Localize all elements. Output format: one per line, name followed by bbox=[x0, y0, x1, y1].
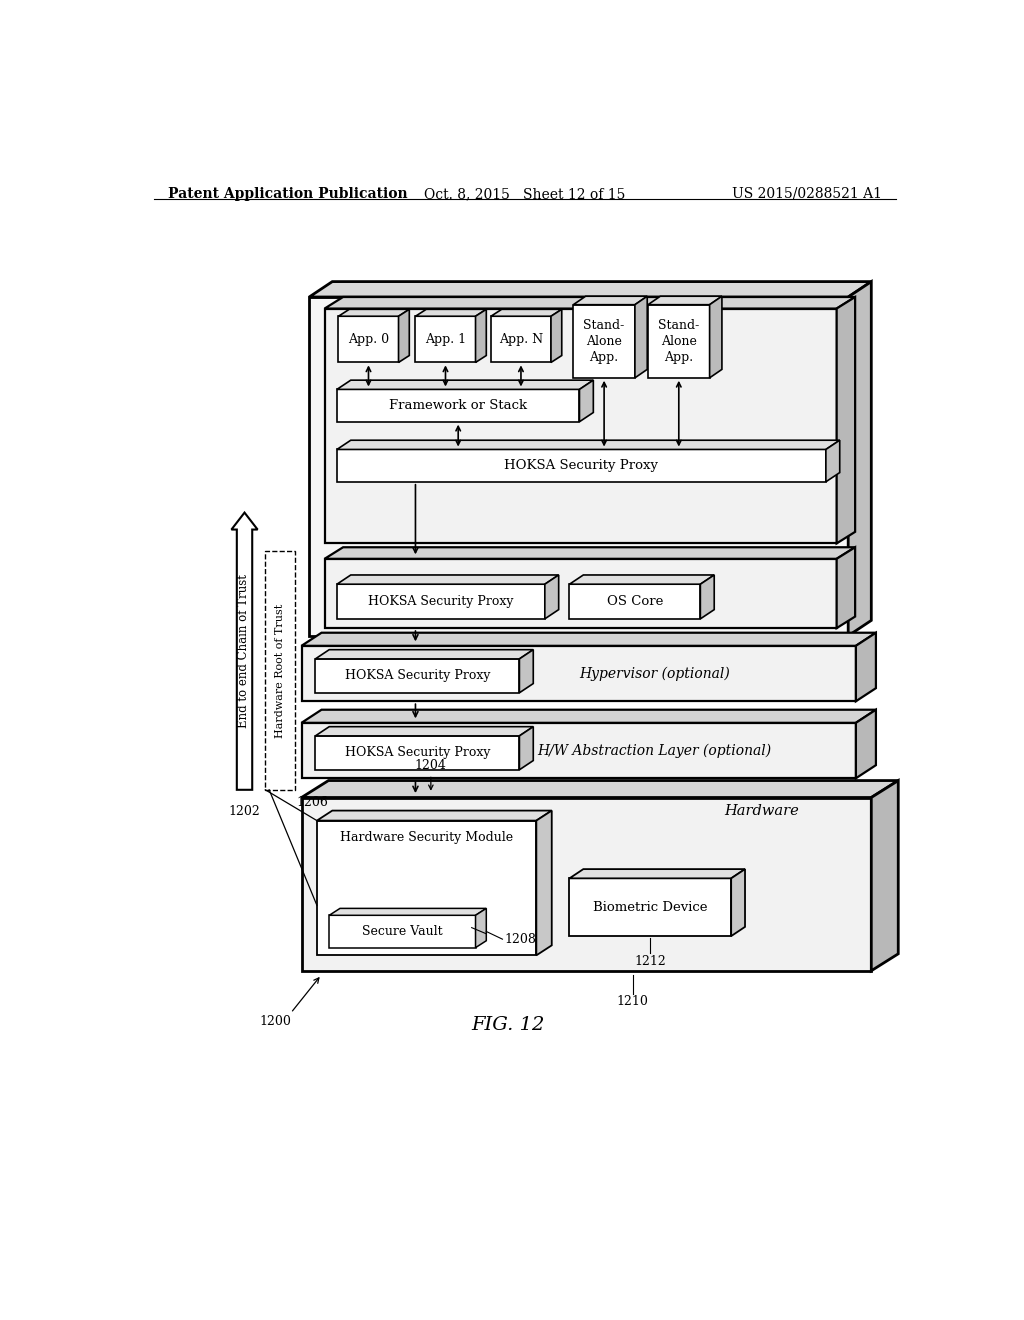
Polygon shape bbox=[315, 659, 519, 693]
Polygon shape bbox=[301, 710, 876, 723]
Text: Secure Vault: Secure Vault bbox=[362, 925, 442, 939]
Text: Biometric Device: Biometric Device bbox=[593, 900, 708, 913]
Polygon shape bbox=[519, 726, 534, 770]
Polygon shape bbox=[648, 305, 710, 378]
Polygon shape bbox=[315, 726, 534, 737]
Text: Hardware Root of Trust: Hardware Root of Trust bbox=[274, 603, 285, 738]
Polygon shape bbox=[848, 281, 871, 636]
Text: Hypervisor (optional): Hypervisor (optional) bbox=[579, 667, 729, 681]
Polygon shape bbox=[416, 309, 486, 317]
Text: OS Core: OS Core bbox=[607, 595, 664, 609]
Text: US 2015/0288521 A1: US 2015/0288521 A1 bbox=[732, 187, 882, 201]
Polygon shape bbox=[700, 576, 714, 619]
Polygon shape bbox=[475, 908, 486, 948]
Text: 1208: 1208 bbox=[505, 933, 537, 945]
Text: Hardware: Hardware bbox=[725, 804, 800, 818]
Polygon shape bbox=[569, 869, 745, 878]
Polygon shape bbox=[325, 309, 837, 544]
Text: Patent Application Publication: Patent Application Publication bbox=[168, 187, 408, 201]
Polygon shape bbox=[316, 821, 537, 956]
Polygon shape bbox=[837, 297, 855, 544]
Text: FIG. 12: FIG. 12 bbox=[471, 1015, 545, 1034]
Text: Framework or Stack: Framework or Stack bbox=[389, 399, 527, 412]
Polygon shape bbox=[545, 576, 559, 619]
Polygon shape bbox=[731, 869, 745, 936]
Polygon shape bbox=[635, 296, 647, 378]
Polygon shape bbox=[316, 810, 552, 821]
Text: 1206: 1206 bbox=[296, 796, 328, 809]
Polygon shape bbox=[551, 309, 562, 363]
Polygon shape bbox=[301, 632, 876, 645]
Polygon shape bbox=[871, 780, 898, 970]
Polygon shape bbox=[315, 649, 534, 659]
Polygon shape bbox=[580, 380, 593, 422]
Polygon shape bbox=[856, 632, 876, 701]
Text: App. 1: App. 1 bbox=[425, 333, 466, 346]
Polygon shape bbox=[309, 281, 871, 297]
Polygon shape bbox=[339, 309, 410, 317]
Polygon shape bbox=[309, 297, 848, 636]
Bar bbox=[265, 552, 295, 789]
Polygon shape bbox=[337, 389, 580, 422]
Polygon shape bbox=[301, 723, 856, 779]
Text: 1200: 1200 bbox=[259, 1015, 291, 1028]
Text: End to end Chain of Trust: End to end Chain of Trust bbox=[238, 574, 250, 729]
Polygon shape bbox=[330, 908, 486, 915]
Polygon shape bbox=[856, 710, 876, 779]
Polygon shape bbox=[337, 449, 826, 482]
Polygon shape bbox=[231, 512, 258, 789]
Text: Hardware Security Module: Hardware Security Module bbox=[340, 832, 513, 843]
Polygon shape bbox=[330, 915, 475, 948]
Text: 1202: 1202 bbox=[228, 805, 260, 818]
Polygon shape bbox=[569, 585, 700, 619]
Polygon shape bbox=[315, 737, 519, 770]
Text: Stand-
Alone
App.: Stand- Alone App. bbox=[658, 318, 699, 364]
Polygon shape bbox=[648, 296, 722, 305]
Polygon shape bbox=[337, 585, 545, 619]
Polygon shape bbox=[337, 576, 559, 585]
Polygon shape bbox=[537, 810, 552, 956]
Polygon shape bbox=[569, 878, 731, 936]
Polygon shape bbox=[301, 780, 898, 797]
Polygon shape bbox=[416, 317, 475, 363]
Text: HOKSA Security Proxy: HOKSA Security Proxy bbox=[345, 746, 490, 759]
Polygon shape bbox=[398, 309, 410, 363]
Text: App. N: App. N bbox=[499, 333, 543, 346]
Polygon shape bbox=[339, 317, 398, 363]
Polygon shape bbox=[490, 317, 551, 363]
Text: 1210: 1210 bbox=[616, 995, 648, 1008]
Polygon shape bbox=[573, 296, 647, 305]
Polygon shape bbox=[573, 305, 635, 378]
Text: Stand-
Alone
App.: Stand- Alone App. bbox=[584, 318, 625, 364]
Polygon shape bbox=[325, 548, 855, 558]
Text: H/W Abstraction Layer (optional): H/W Abstraction Layer (optional) bbox=[538, 743, 771, 758]
Text: HOKSA Security Proxy: HOKSA Security Proxy bbox=[345, 669, 490, 682]
Polygon shape bbox=[325, 297, 855, 309]
Polygon shape bbox=[301, 645, 856, 701]
Text: 1212: 1212 bbox=[635, 954, 667, 968]
Text: HOKSA Security Proxy: HOKSA Security Proxy bbox=[368, 595, 514, 609]
Text: App. 0: App. 0 bbox=[348, 333, 389, 346]
Polygon shape bbox=[490, 309, 562, 317]
Polygon shape bbox=[325, 558, 837, 628]
Text: Oct. 8, 2015   Sheet 12 of 15: Oct. 8, 2015 Sheet 12 of 15 bbox=[424, 187, 626, 201]
Polygon shape bbox=[710, 296, 722, 378]
Polygon shape bbox=[837, 548, 855, 628]
Polygon shape bbox=[475, 309, 486, 363]
Polygon shape bbox=[337, 441, 840, 449]
Polygon shape bbox=[826, 441, 840, 482]
Text: HOKSA Security Proxy: HOKSA Security Proxy bbox=[505, 459, 658, 473]
Polygon shape bbox=[519, 649, 534, 693]
Polygon shape bbox=[337, 380, 593, 389]
Text: 1204: 1204 bbox=[415, 759, 446, 772]
Polygon shape bbox=[301, 797, 871, 970]
Polygon shape bbox=[569, 576, 714, 585]
